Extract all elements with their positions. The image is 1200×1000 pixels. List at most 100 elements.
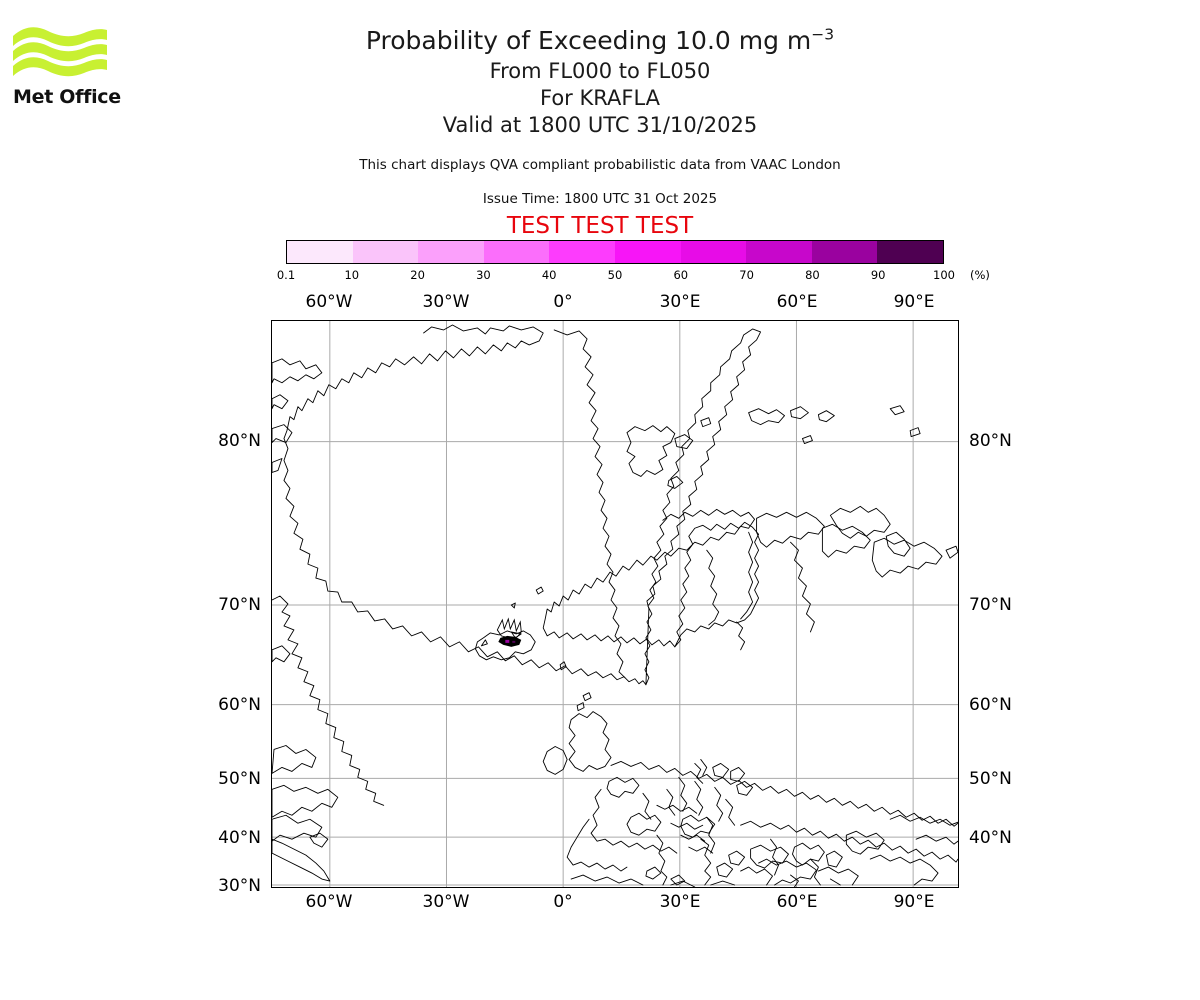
colorbar-tick-10: 10: [344, 268, 360, 282]
lon-label-top-30°E: 30°E: [659, 292, 701, 312]
lat-label-left-40°N: 40°N: [218, 828, 261, 848]
france-germany-border: [642, 792, 652, 820]
poland-east-border: [694, 780, 704, 816]
white-sea-coast: [790, 541, 815, 633]
colorbar-band-90-100: [877, 241, 943, 263]
colorbar-units-label: (%): [970, 268, 990, 282]
balkans-coast: [700, 838, 712, 886]
lon-label-top-90°E: 90°E: [893, 292, 935, 312]
colorbar-band-20-30: [418, 241, 484, 263]
yamal-peninsula: [871, 537, 943, 578]
colorbar-tick-90: 90: [870, 268, 886, 282]
lat-label-right-70°N: 70°N: [969, 595, 1012, 615]
lat-label-left-50°N: 50°N: [218, 769, 261, 789]
caspian-east-coast: [825, 850, 843, 868]
iberia-coast: [566, 818, 628, 872]
newfoundland-region: [272, 745, 317, 774]
qva-compliance-note: This chart displays QVA compliant probab…: [359, 157, 841, 173]
shetland: [582, 692, 592, 702]
caspian-north: [792, 842, 825, 866]
norway-sweden-border: [706, 549, 720, 626]
svalbard-nordaustlandet: [674, 434, 694, 449]
orkney: [576, 702, 585, 712]
valid-time: Valid at 1800 UTC 31/10/2025: [442, 113, 758, 137]
met-office-wave-logo-icon: [13, 27, 107, 77]
jan-mayen: [535, 586, 544, 595]
gulf-of-finland-coast: [736, 621, 746, 651]
lon-label-bottom-60°E: 60°E: [776, 892, 818, 912]
chart-title-block: Probability of Exceeding 10.0 mg m−3 Fro…: [0, 24, 1200, 139]
lat-label-left-80°N: 80°N: [218, 431, 261, 451]
iraq-iran-coast: [790, 874, 799, 887]
baltic-islands: [712, 762, 730, 778]
svalbard-spitsbergen: [626, 425, 676, 477]
colorbar-tick-0.1: 0.1: [276, 268, 296, 282]
lon-label-bottom-60°W: 60°W: [305, 892, 353, 912]
sardinia-corsica: [645, 866, 662, 880]
page-title: Probability of Exceeding 10.0 mg m−3: [0, 24, 1200, 58]
lon-label-top-60°W: 60°W: [305, 292, 353, 312]
map-plot-area[interactable]: [271, 320, 959, 888]
lat-label-right-60°N: 60°N: [969, 695, 1012, 715]
black-sea-north: [750, 844, 789, 869]
gotland-region: [730, 766, 746, 782]
colorbar-tick-100: 100: [933, 268, 955, 282]
aral-sea-region: [845, 830, 885, 855]
balkan-south-border: [688, 846, 714, 854]
lat-label-right-50°N: 50°N: [969, 769, 1012, 789]
greenland-coast-north-west: [283, 324, 647, 686]
taimyr-west: [945, 545, 958, 559]
central-europe: [680, 814, 716, 838]
fjl-east: [790, 406, 809, 420]
met-office-wordmark: Met Office: [13, 86, 121, 108]
map-canvas: [272, 321, 958, 887]
victoria-island-arctic: [802, 435, 813, 445]
coastlines: [272, 324, 958, 887]
faroe-islands: [559, 661, 567, 671]
colorbar-band-60-70: [680, 241, 747, 263]
colorbar-tick-70: 70: [739, 268, 754, 282]
kola-peninsula: [756, 511, 825, 548]
severnaya-zemlya-b: [909, 427, 921, 438]
test-banner: TEST TEST TEST: [506, 213, 694, 239]
colorbar-tick-labels: 0.1 10 20 30 40 50 60 70 80 90 100: [277, 268, 955, 284]
colorbar-tick-50: 50: [607, 268, 623, 282]
colorbar-band-30-40: [483, 241, 550, 263]
italy-peninsula: [656, 834, 668, 886]
russia-kazakh-steppe: [740, 820, 958, 863]
ireland: [542, 746, 568, 775]
france-north-west: [606, 776, 640, 798]
alpine-country-borders: [656, 804, 698, 814]
greece-aegean: [716, 862, 734, 878]
arctic-island-b: [272, 424, 293, 444]
poland-germany-border: [678, 776, 688, 812]
north-africa-coast: [570, 874, 644, 886]
greenland-coast-east: [644, 328, 762, 686]
lat-label-left-70°N: 70°N: [218, 595, 261, 615]
novaya-zemlya-north: [829, 505, 891, 539]
severnaya-zemlya-a: [889, 405, 905, 416]
title-text: Probability of Exceeding 10.0 mg m: [365, 26, 812, 55]
novaya-zemlya-south: [885, 531, 911, 557]
lon-label-bottom-0°: 0°: [553, 892, 573, 912]
balkan-mid-border: [680, 834, 706, 842]
colorbar-tick-80: 80: [805, 268, 820, 282]
colorbar-band-10-20: [352, 241, 419, 263]
labrador-coast: [272, 595, 385, 806]
colorbar-band-80-90: [811, 241, 878, 263]
volcano-site: For KRAFLA: [540, 86, 660, 110]
libya-coast: [670, 880, 696, 887]
arctic-island-a: [272, 394, 289, 410]
colorbar-tick-20: 20: [410, 268, 425, 282]
colorbar-band-70-80: [746, 241, 812, 263]
france-iberia-coast: [590, 788, 678, 854]
lat-label-left-60°N: 60°N: [218, 695, 261, 715]
europe-north-coast: [610, 760, 958, 827]
usa-east-coast: [272, 838, 331, 882]
fjl-east-2: [817, 410, 835, 423]
jutland-coast: [694, 762, 704, 784]
central-asia-south: [869, 854, 939, 886]
ukraine-border: [725, 798, 736, 826]
iran-north: [817, 866, 859, 886]
colorbar-bands: [286, 240, 944, 264]
